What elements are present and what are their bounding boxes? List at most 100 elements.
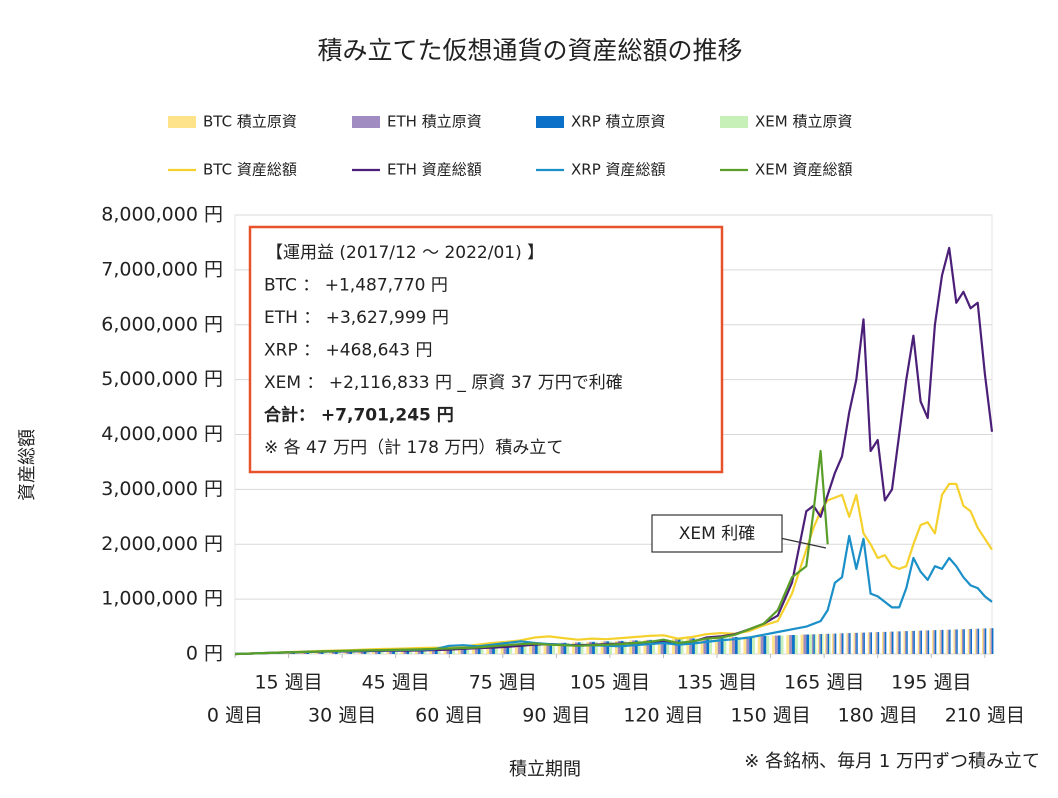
bar [752, 636, 755, 654]
bar [892, 632, 893, 654]
y-tick-label: 8,000,000 円 [101, 204, 223, 226]
bar [761, 636, 764, 654]
bar [821, 634, 822, 654]
bar [985, 628, 986, 654]
x-tick-label: 75 週目 [469, 672, 537, 694]
bar [795, 635, 798, 654]
bar [828, 634, 829, 654]
legend-swatch [352, 116, 380, 128]
bar [953, 629, 954, 654]
bar [983, 628, 984, 654]
bar [969, 629, 970, 654]
legend-label: ETH 資産総額 [387, 161, 482, 179]
bar [789, 635, 792, 654]
bar [941, 630, 942, 654]
bar [946, 630, 947, 654]
bar [932, 630, 933, 654]
bar [992, 628, 993, 654]
bar [918, 631, 919, 654]
y-tick-label: 3,000,000 円 [101, 478, 223, 500]
annotation-line: XEM ： +2,116,833 円 _ 原資 37 万円で利確 [264, 373, 623, 393]
chart-title: 積み立てた仮想通貨の資産総額の推移 [317, 36, 742, 65]
bar [991, 628, 992, 654]
bar [848, 633, 849, 654]
bar [772, 636, 775, 654]
bar [825, 634, 826, 654]
bar [939, 630, 940, 654]
bar [919, 631, 920, 654]
bar [809, 635, 812, 654]
legend-swatch [720, 116, 748, 128]
bar [976, 629, 977, 654]
x-tick-label: 15 週目 [254, 672, 322, 694]
x-axis-label: 積立期間 [509, 759, 581, 780]
bar [861, 633, 862, 654]
bar [842, 633, 843, 654]
legend-label: ETH 積立原資 [387, 113, 482, 131]
bar [891, 632, 892, 654]
x-tick-label: 180 週目 [838, 705, 918, 727]
bar [819, 634, 820, 654]
bar [863, 633, 864, 654]
bar [955, 629, 956, 654]
bar [835, 634, 836, 654]
bar [749, 636, 752, 654]
annotation-line: 【運用益 (2017/12 ～ 2022/01) 】 [266, 243, 544, 263]
bar [903, 631, 904, 654]
annotation-line: 合計： +7,701,245 円 [264, 405, 454, 426]
bar [869, 632, 870, 654]
bar [778, 636, 781, 654]
bar [949, 630, 950, 654]
bar [876, 632, 877, 654]
legend-label: XRP 積立原資 [571, 113, 666, 131]
bar [933, 630, 934, 654]
y-tick-label: 7,000,000 円 [101, 258, 223, 280]
bar [889, 632, 890, 654]
bar [703, 638, 706, 654]
bar [813, 634, 814, 654]
bar [871, 632, 872, 654]
bar [815, 634, 816, 654]
bar [885, 632, 886, 654]
x-tick-label: 60 週目 [415, 705, 483, 727]
legend-swatch [536, 116, 564, 128]
annotation-line: XRP ： +468,643 円 [264, 341, 432, 361]
bar [818, 634, 819, 654]
y-tick-label: 0 円 [186, 643, 223, 665]
bar [928, 630, 929, 654]
bar [786, 635, 789, 654]
bar [935, 630, 936, 654]
bar [841, 633, 842, 654]
bar [826, 634, 827, 654]
legend-label: BTC 積立原資 [203, 113, 297, 131]
bar [899, 631, 900, 654]
bar [978, 629, 979, 654]
bar [833, 634, 834, 654]
bar [906, 631, 907, 654]
bar [868, 632, 869, 654]
bar [839, 633, 840, 654]
annotation-line: ※ 各 47 万円（計 178 万円）積み立て [264, 438, 563, 458]
x-tick-label: 120 週目 [623, 705, 703, 727]
annotation-line: BTC ： +1,487,770 円 [264, 276, 448, 296]
x-tick-label: 105 週目 [570, 672, 650, 694]
bar [849, 633, 850, 654]
bar [883, 632, 884, 654]
annotation-line: ETH ： +3,627,999 円 [264, 308, 449, 328]
x-tick-label: 135 週目 [677, 672, 757, 694]
x-tick-label: 150 週目 [730, 705, 810, 727]
y-tick-label: 1,000,000 円 [101, 588, 223, 610]
legend-label: XEM 資産総額 [755, 161, 852, 179]
x-tick-label: 0 週目 [207, 705, 263, 727]
bar [586, 642, 589, 654]
x-tick-label: 195 週目 [891, 672, 971, 694]
y-tick-label: 6,000,000 円 [101, 313, 223, 335]
bar [822, 634, 823, 654]
bar [781, 636, 784, 654]
bar [982, 628, 983, 654]
bar [926, 630, 927, 654]
bar [911, 631, 912, 654]
bar [758, 636, 761, 654]
bar [675, 639, 678, 654]
